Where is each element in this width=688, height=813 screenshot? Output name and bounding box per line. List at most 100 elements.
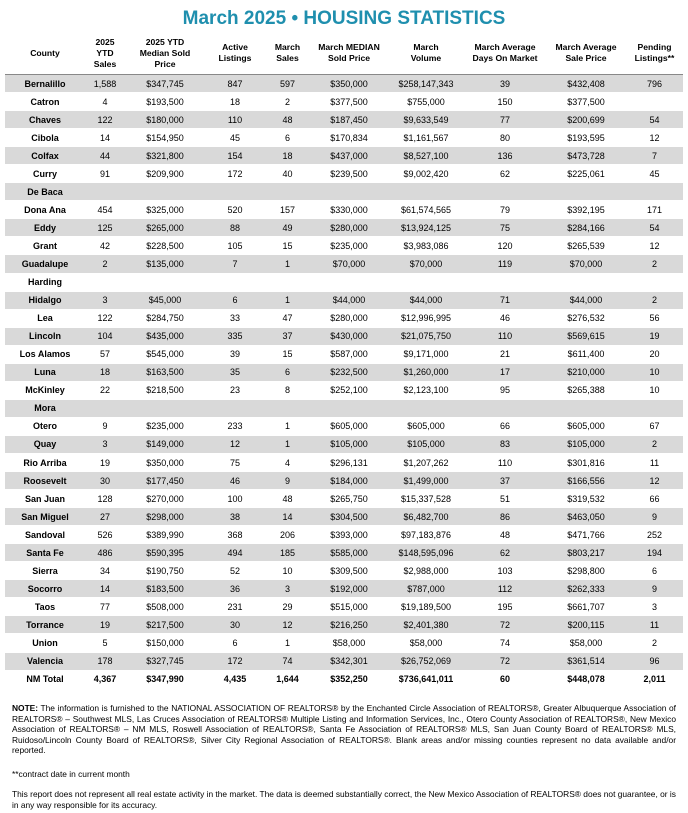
data-cell: 3: [626, 597, 683, 617]
table-row: Santa Fe 486 $590,395 494 185 $585,000 $148,59…: [5, 543, 683, 563]
data-cell: $296,131: [310, 453, 388, 473]
county-cell: Colfax: [5, 146, 85, 166]
data-cell: 14: [85, 579, 125, 599]
data-cell: 5: [85, 633, 125, 653]
data-cell: $235,000: [310, 236, 388, 256]
data-cell: $210,000: [546, 363, 626, 382]
data-cell: $319,532: [546, 489, 626, 509]
county-cell: Lea: [5, 309, 85, 328]
data-cell: $437,000: [310, 146, 388, 166]
data-cell: $463,050: [546, 507, 626, 527]
data-cell: $239,500: [310, 164, 388, 184]
data-cell: $58,000: [546, 633, 626, 653]
data-cell: 194: [626, 543, 683, 563]
data-cell: $342,301: [310, 652, 388, 671]
data-cell: 19: [85, 453, 125, 473]
data-cell: $661,707: [546, 597, 626, 617]
data-cell: 110: [205, 110, 265, 130]
data-cell: $327,745: [125, 652, 205, 671]
data-cell: 49: [265, 218, 310, 238]
data-cell: 18: [85, 363, 125, 382]
data-cell: 54: [626, 218, 683, 238]
data-cell: 105: [205, 236, 265, 256]
county-cell: Dona Ana: [5, 200, 85, 220]
county-cell: Cibola: [5, 128, 85, 148]
data-cell: $9,002,420: [388, 164, 464, 184]
data-cell: $590,395: [125, 543, 205, 563]
county-cell: San Miguel: [5, 507, 85, 527]
data-cell: 1: [265, 633, 310, 653]
column-header: March Volume: [388, 33, 464, 75]
data-cell: 17: [464, 363, 546, 382]
data-cell: $352,250: [310, 669, 388, 689]
table-row: Cibola 14 $154,950 45 6 $170,834 $1,161,567 80 $…: [5, 128, 683, 148]
county-cell: Curry: [5, 164, 85, 184]
data-cell: $150,000: [125, 633, 205, 653]
data-cell: $105,000: [546, 435, 626, 454]
table-row: Torrance 19 $217,500 30 12 $216,250 $2,401,380…: [5, 615, 683, 635]
data-cell: 91: [85, 164, 125, 184]
data-cell: 75: [205, 453, 265, 473]
county-cell: Sandoval: [5, 525, 85, 545]
data-cell: $135,000: [125, 254, 205, 274]
column-header: March Sales: [265, 33, 310, 75]
data-cell: 2,011: [626, 669, 683, 689]
table-row: De Baca: [5, 182, 683, 202]
data-cell: 7: [205, 254, 265, 274]
county-cell: Guadalupe: [5, 254, 85, 274]
data-cell: $70,000: [310, 254, 388, 274]
data-cell: $569,615: [546, 327, 626, 346]
data-cell: $2,401,380: [388, 615, 464, 635]
data-cell: 52: [205, 561, 265, 581]
data-cell: $787,000: [388, 579, 464, 599]
data-cell: [626, 399, 683, 418]
note-text: The information is furnished to the NATI…: [12, 703, 676, 756]
county-cell: NM Total: [5, 669, 85, 689]
data-cell: 10: [626, 381, 683, 400]
table-row: Lincoln 104 $435,000 335 37 $430,000 $21,075,7…: [5, 327, 683, 346]
data-cell: $1,260,000: [388, 363, 464, 382]
table-row: Chaves 122 $180,000 110 48 $187,450 $9,633,549…: [5, 110, 683, 130]
data-cell: $605,000: [388, 417, 464, 436]
county-cell: Mora: [5, 399, 85, 418]
data-cell: $392,195: [546, 200, 626, 220]
data-cell: 20: [626, 345, 683, 364]
data-cell: 494: [205, 543, 265, 563]
data-cell: [388, 182, 464, 202]
county-cell: De Baca: [5, 182, 85, 202]
county-cell: Santa Fe: [5, 543, 85, 563]
data-cell: $184,000: [310, 471, 388, 491]
data-cell: 45: [626, 164, 683, 184]
data-cell: $58,000: [310, 633, 388, 653]
data-cell: [265, 399, 310, 418]
data-cell: $163,500: [125, 363, 205, 382]
data-cell: $298,800: [546, 561, 626, 581]
data-cell: 172: [205, 164, 265, 184]
column-header: March MEDIAN Sold Price: [310, 33, 388, 75]
data-cell: 39: [464, 74, 546, 94]
data-cell: 86: [464, 507, 546, 527]
data-cell: $200,699: [546, 110, 626, 130]
data-cell: 60: [464, 669, 546, 689]
data-cell: $166,556: [546, 471, 626, 491]
data-cell: 23: [205, 381, 265, 400]
data-cell: 77: [85, 597, 125, 617]
data-cell: 80: [464, 128, 546, 148]
data-cell: 6: [265, 128, 310, 148]
data-cell: 110: [464, 327, 546, 346]
data-cell: [310, 399, 388, 418]
data-cell: 136: [464, 146, 546, 166]
data-cell: $432,408: [546, 74, 626, 94]
data-cell: 4,367: [85, 669, 125, 689]
data-cell: $190,750: [125, 561, 205, 581]
data-cell: 66: [464, 417, 546, 436]
data-cell: 44: [85, 146, 125, 166]
data-cell: 6: [205, 291, 265, 310]
data-cell: 2: [265, 92, 310, 112]
table-row: Colfax 44 $321,800 154 18 $437,000 $8,527,100 1…: [5, 146, 683, 166]
table-row: Bernalillo 1,588 $347,745 847 597 $350,000 $25…: [5, 74, 683, 94]
data-cell: $611,400: [546, 345, 626, 364]
data-cell: 185: [265, 543, 310, 563]
data-cell: 9: [265, 471, 310, 491]
